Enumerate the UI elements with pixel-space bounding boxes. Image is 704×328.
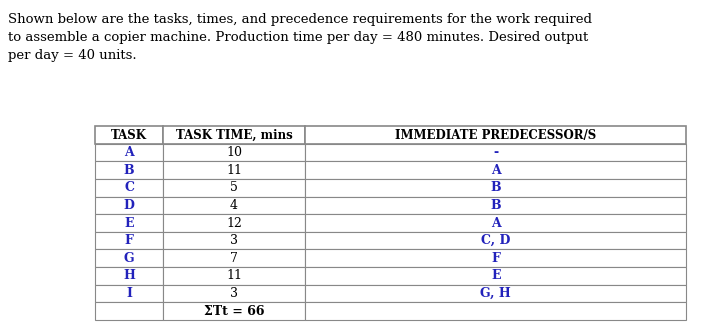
Text: B: B: [491, 181, 501, 195]
Bar: [305, 214, 686, 232]
Text: B: B: [124, 164, 134, 177]
Bar: [305, 179, 686, 197]
Bar: [95, 161, 163, 179]
Bar: [305, 267, 686, 285]
Bar: [305, 144, 686, 161]
Text: F: F: [491, 252, 500, 265]
Text: 5: 5: [230, 181, 238, 195]
Bar: [95, 285, 163, 302]
Text: E: E: [491, 269, 501, 282]
Bar: [163, 161, 305, 179]
Text: G, H: G, H: [480, 287, 511, 300]
Text: TASK: TASK: [111, 129, 147, 142]
Text: A: A: [491, 216, 501, 230]
Bar: [95, 214, 163, 232]
Bar: [305, 302, 686, 320]
Bar: [163, 144, 305, 161]
Bar: [95, 144, 163, 161]
Text: ΣTt = 66: ΣTt = 66: [203, 304, 264, 318]
Bar: [95, 267, 163, 285]
Bar: [163, 179, 305, 197]
Bar: [163, 214, 305, 232]
Text: D: D: [124, 199, 134, 212]
Text: E: E: [125, 216, 134, 230]
Bar: [305, 249, 686, 267]
Bar: [95, 197, 163, 214]
Text: 11: 11: [226, 164, 242, 177]
Text: 3: 3: [230, 234, 238, 247]
Text: C: C: [124, 181, 134, 195]
Text: -: -: [493, 146, 498, 159]
Text: Shown below are the tasks, times, and precedence requirements for the work requi: Shown below are the tasks, times, and pr…: [8, 13, 593, 62]
Bar: [163, 126, 305, 144]
Bar: [305, 161, 686, 179]
Text: H: H: [123, 269, 135, 282]
Bar: [95, 302, 163, 320]
Bar: [163, 267, 305, 285]
Text: 10: 10: [226, 146, 242, 159]
Bar: [163, 302, 305, 320]
Text: 12: 12: [226, 216, 242, 230]
Bar: [163, 285, 305, 302]
Text: F: F: [125, 234, 134, 247]
Bar: [163, 249, 305, 267]
Text: 3: 3: [230, 287, 238, 300]
Text: A: A: [124, 146, 134, 159]
Bar: [163, 232, 305, 249]
Bar: [305, 197, 686, 214]
Text: 7: 7: [230, 252, 238, 265]
Text: C, D: C, D: [481, 234, 510, 247]
Bar: [95, 179, 163, 197]
Text: 11: 11: [226, 269, 242, 282]
Text: TASK TIME, mins: TASK TIME, mins: [175, 129, 292, 142]
Text: IMMEDIATE PREDECESSOR/S: IMMEDIATE PREDECESSOR/S: [395, 129, 596, 142]
Bar: [163, 197, 305, 214]
Bar: [95, 232, 163, 249]
Text: B: B: [491, 199, 501, 212]
Text: 4: 4: [230, 199, 238, 212]
Text: I: I: [126, 287, 132, 300]
Text: G: G: [124, 252, 134, 265]
Bar: [305, 126, 686, 144]
Text: A: A: [491, 164, 501, 177]
Bar: [305, 285, 686, 302]
Bar: [305, 232, 686, 249]
Bar: [95, 126, 163, 144]
Bar: [95, 249, 163, 267]
